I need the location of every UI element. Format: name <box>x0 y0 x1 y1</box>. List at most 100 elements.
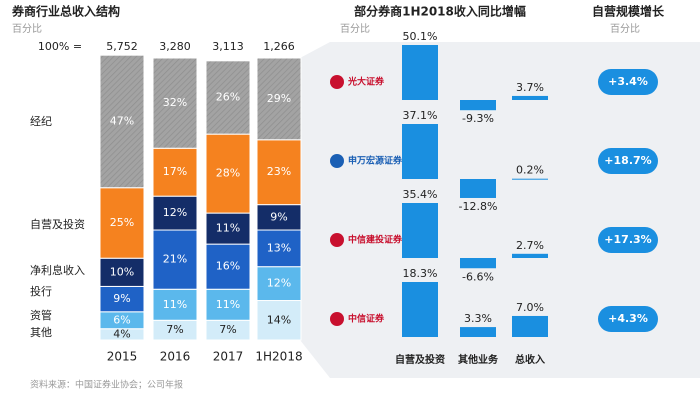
bar-segment <box>256 229 302 268</box>
value-label: 3.7% <box>516 81 544 94</box>
value-label: 13% <box>267 241 291 254</box>
bar-segment <box>99 187 145 259</box>
bar-segment <box>205 212 251 245</box>
bar-segment <box>152 195 198 231</box>
bar <box>460 258 496 269</box>
bar <box>460 179 496 198</box>
x-tick-label: 2016 <box>160 350 191 364</box>
value-label: 11% <box>216 222 240 235</box>
value-label: 18.3% <box>403 267 438 280</box>
total-label: 1,266 <box>263 40 295 53</box>
bar <box>402 282 438 337</box>
value-label: 4% <box>113 327 130 340</box>
value-label: 7% <box>219 323 236 336</box>
value-label: 26% <box>216 90 240 103</box>
value-label: -12.8% <box>459 200 498 213</box>
value-label: 0.2% <box>516 164 544 177</box>
value-label: 17% <box>163 165 187 178</box>
panel-background <box>300 42 700 378</box>
value-label: 47% <box>110 114 134 127</box>
badge-label: +17.3% <box>604 233 651 246</box>
bar <box>402 203 438 258</box>
bar-segment <box>256 139 302 206</box>
bar-segment <box>205 288 251 321</box>
bar-segment <box>99 257 145 287</box>
badge-label: +4.3% <box>608 312 648 325</box>
logo-name: 中信建投证券 <box>348 234 403 246</box>
logo-name: 申万宏源证券 <box>348 155 403 167</box>
legend-label: 投行 <box>30 284 52 298</box>
value-label: 12% <box>267 277 291 290</box>
badge-label: +3.4% <box>608 75 648 88</box>
logo-icon <box>330 75 344 89</box>
legend-label: 自营及投资 <box>30 217 85 231</box>
logo-icon <box>330 312 344 326</box>
value-label: 16% <box>216 260 240 273</box>
x-tick-label: 其他业务 <box>458 353 499 366</box>
bar-segment <box>152 57 198 149</box>
value-label: 7% <box>166 323 183 336</box>
badge <box>598 69 658 95</box>
totals-label: 100% = <box>38 40 82 53</box>
value-label: 9% <box>270 210 287 223</box>
value-label: 35.4% <box>403 188 438 201</box>
value-label: 28% <box>216 167 240 180</box>
left-title: 券商行业总收入结构 <box>11 4 120 19</box>
bar <box>512 178 548 180</box>
bar-segment <box>152 147 198 197</box>
value-label: 32% <box>163 96 187 109</box>
value-label: 2.7% <box>516 239 544 252</box>
bar <box>512 315 548 337</box>
value-label: 14% <box>267 313 291 326</box>
total-label: 3,113 <box>212 40 244 53</box>
x-tick-label: 总收入 <box>515 353 545 366</box>
value-label: 25% <box>110 216 134 229</box>
value-label: 12% <box>163 206 187 219</box>
value-label: 6% <box>113 313 130 326</box>
right-subtitle: 百分比 <box>610 23 640 35</box>
value-label: 9% <box>113 292 130 305</box>
legend-label: 资管 <box>30 308 52 322</box>
value-label: 50.1% <box>403 30 438 43</box>
logo-name: 光大证券 <box>347 76 385 88</box>
legend-label: 其他 <box>30 326 52 339</box>
logo-icon <box>330 233 344 247</box>
badge-label: +18.7% <box>604 154 651 167</box>
x-tick-label: 自营及投资 <box>395 353 445 366</box>
x-tick-label: 2017 <box>213 350 244 364</box>
badge <box>598 306 658 332</box>
bar <box>512 253 548 258</box>
logo-name: 中信证券 <box>348 313 385 325</box>
value-label: 37.1% <box>403 109 438 122</box>
bar-segment <box>256 266 302 302</box>
bar-segment <box>99 54 145 189</box>
x-tick-label: 1H2018 <box>255 350 302 364</box>
source: 资料来源：中国证券业协会；公司年报 <box>30 379 183 391</box>
bar-segment <box>152 229 198 290</box>
bar <box>512 95 548 100</box>
total-label: 3,280 <box>159 40 191 53</box>
bar-segment <box>256 57 302 141</box>
bar <box>460 100 496 111</box>
value-label: -6.6% <box>462 270 494 283</box>
mid-title: 部分券商1H2018收入同比增幅 <box>354 4 526 19</box>
value-label: 29% <box>267 92 291 105</box>
value-label: 11% <box>163 298 187 311</box>
total-label: 5,752 <box>106 40 138 53</box>
legend-label: 经纪 <box>30 115 52 128</box>
badge <box>598 148 658 174</box>
badge <box>598 227 658 253</box>
right-title: 自营规模增长 <box>592 4 665 19</box>
logo-icon <box>330 154 344 168</box>
bar-segment <box>205 60 251 135</box>
x-tick-label: 2015 <box>107 350 138 364</box>
mid-subtitle: 百分比 <box>340 23 370 35</box>
value-label: -9.3% <box>462 112 494 125</box>
left-subtitle: 百分比 <box>12 23 42 35</box>
value-label: 10% <box>110 265 134 278</box>
value-label: 7.0% <box>516 301 544 314</box>
bar-segment <box>205 243 251 290</box>
value-label: 23% <box>267 165 291 178</box>
value-label: 3.3% <box>464 312 492 325</box>
